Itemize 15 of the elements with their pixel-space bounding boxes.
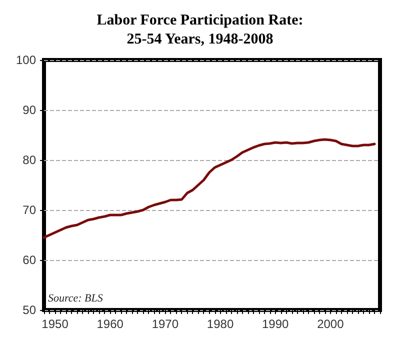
- y-tick-label: 80: [22, 153, 36, 167]
- x-tick-label: 1990: [262, 317, 290, 331]
- x-tick-label: 1950: [42, 317, 69, 331]
- line-series: [42, 138, 376, 239]
- y-tick-label: 50: [22, 303, 36, 317]
- y-tick-label: 100: [16, 53, 36, 67]
- annotation: Source: BLS: [48, 292, 104, 304]
- x-tick-label: 2000: [317, 317, 344, 331]
- x-tick-label: 1970: [152, 317, 179, 331]
- x-tick-label: 1960: [96, 317, 124, 331]
- y-tick-label: 60: [22, 253, 36, 267]
- chart-title: Labor Force Participation Rate: 25-54 Years, 1948-2008: [96, 12, 304, 48]
- y-tick-label: 90: [22, 103, 36, 117]
- x-tick-label: 1980: [206, 317, 234, 331]
- y-tick-label: 70: [22, 203, 36, 217]
